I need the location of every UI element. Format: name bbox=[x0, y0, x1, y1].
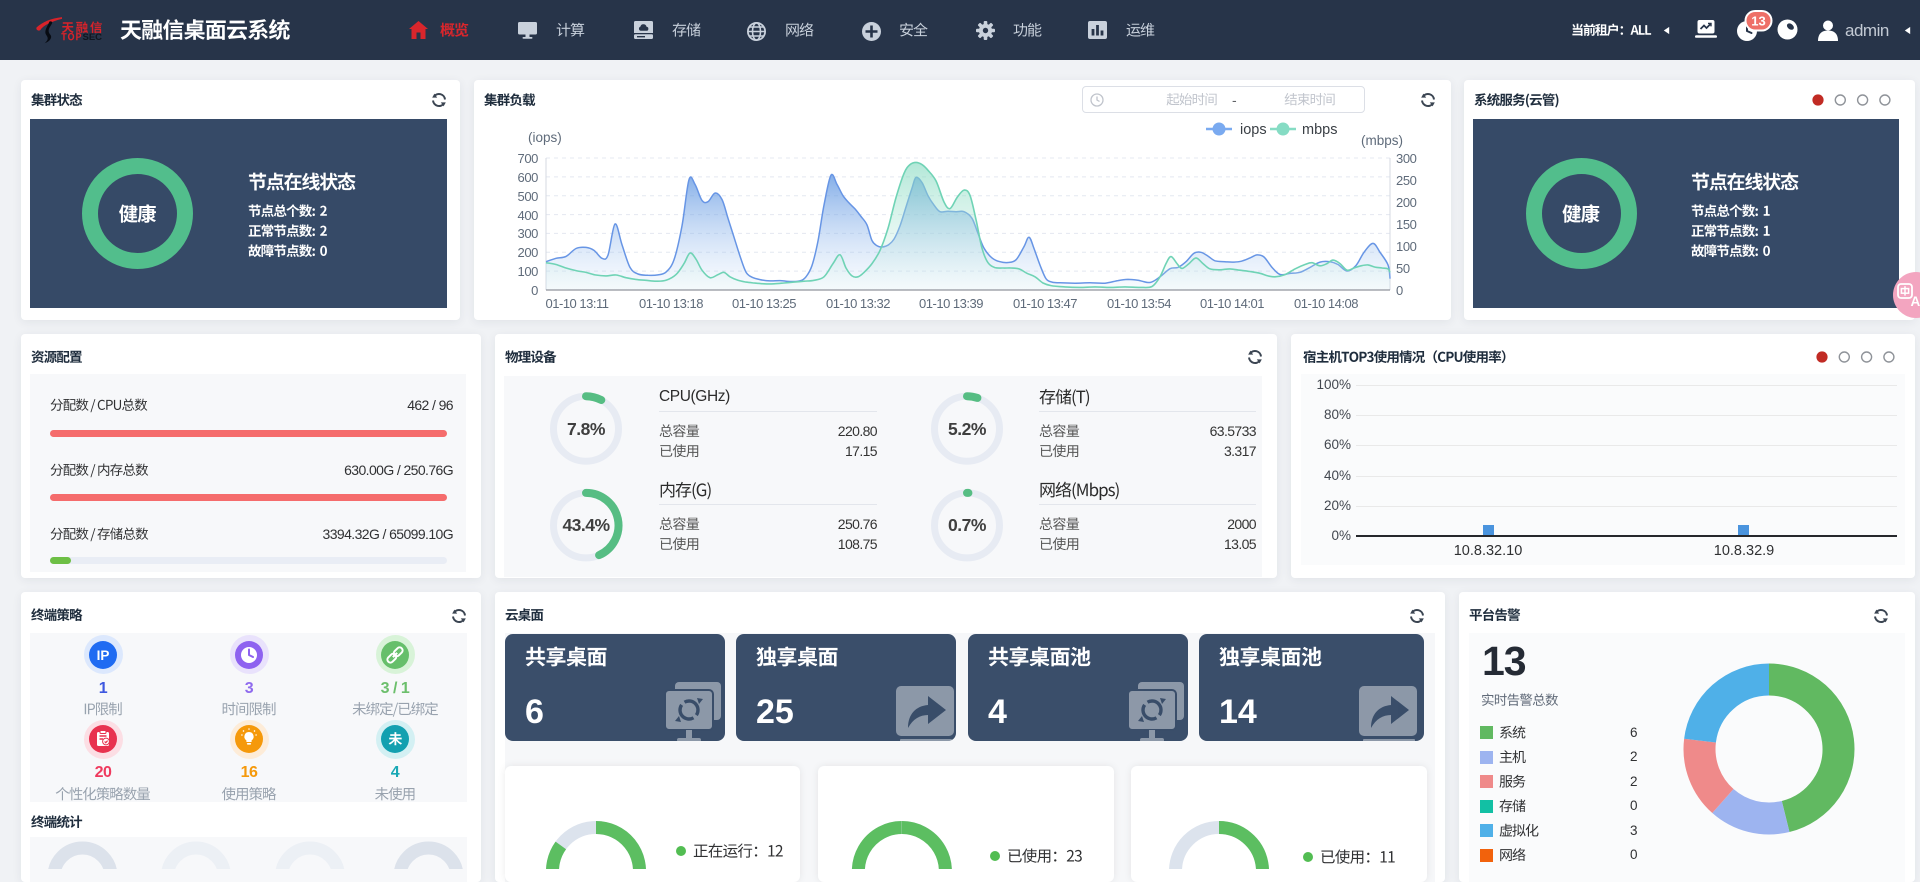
svg-text:A: A bbox=[1911, 294, 1920, 307]
svg-text:IP: IP bbox=[97, 648, 110, 663]
